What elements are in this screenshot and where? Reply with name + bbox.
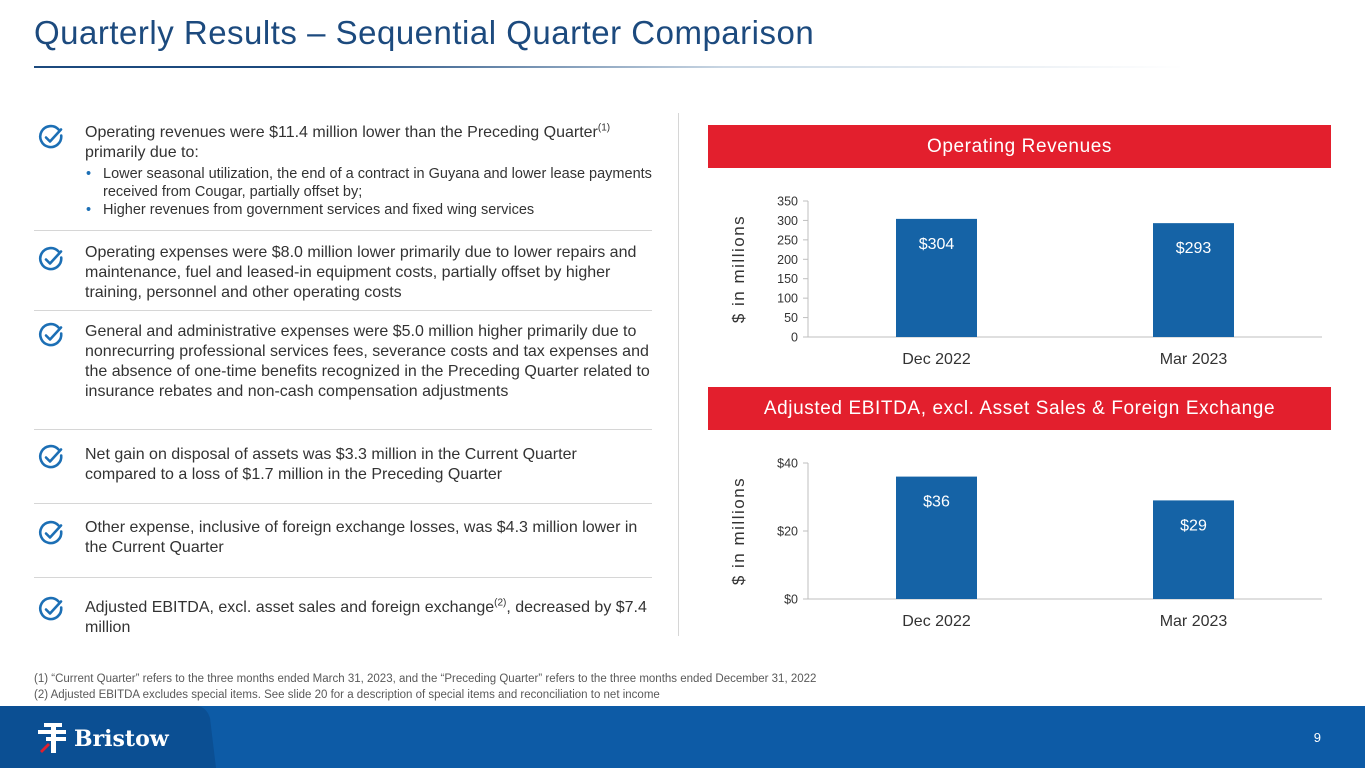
data-label: $29 [1180,517,1207,534]
footnote-1: (1) “Current Quarter” refers to the thre… [34,673,817,685]
sub-bullet-list: Lower seasonal utilization, the end of a… [85,165,652,219]
y-tick-label: $20 [777,525,798,539]
title-underline [34,66,1184,68]
check-circle-icon [39,596,63,621]
adjusted-ebitda-chart-svg: $ in millions $0 $20 $40 $36 Dec 2022 $29 Mar 2… [729,457,1322,630]
y-tick-label: $40 [777,457,798,471]
bullet-item-other-expense: Other expense, inclusive of foreign exch… [34,504,652,578]
footnote-ref: (2) [494,597,507,609]
check-circle-icon [39,444,63,469]
data-label: $36 [923,494,950,511]
bullet-item-net-gain: Net gain on disposal of assets was $3.3 … [34,430,652,504]
footnote-2: (2) Adjusted EBITDA excludes special ite… [34,688,660,701]
x-tick-label: Mar 2023 [1160,613,1228,630]
x-tick-label: Dec 2022 [902,351,971,368]
bullet-item-adjusted-ebitda: Adjusted EBITDA, excl. asset sales and f… [34,578,652,644]
check-circle-icon [39,520,63,545]
y-tick-label: 350 [777,195,798,209]
data-label: $293 [1176,240,1212,257]
y-tick-label: 50 [784,311,798,325]
footer-bar: Bristow 9 [0,706,1365,768]
x-tick-label: Dec 2022 [902,613,971,630]
operating-revenues-chart-svg: $ in millions 0 50 100 150 200 250 300 350 $304 De… [729,195,1322,368]
bullet-text: Adjusted EBITDA, excl. asset sales and f… [85,597,647,636]
y-tick-label: $0 [784,593,798,607]
y-axis-label: $ in millions [729,215,748,323]
bar-1 [896,218,977,337]
y-tick-label: 150 [777,272,798,286]
sub-bullet-item: Lower seasonal utilization, the end of a… [85,165,652,201]
bullet-text: Other expense, inclusive of foreign exch… [85,519,638,556]
bullet-text: Operating revenues were $11.4 million lo… [85,122,611,161]
footnote-ref: (1) [597,122,611,134]
check-circle-icon [39,124,63,149]
y-tick-label: 200 [777,253,798,267]
page-title: Quarterly Results – Sequential Quarter C… [34,14,815,51]
operating-revenues-chart: $ in millions 0 50 100 150 200 250 300 350 $304 De… [720,188,1340,373]
bullet-item-general-admin: General and administrative expenses were… [34,311,652,430]
check-circle-icon [39,322,63,347]
bar-1 [896,476,977,599]
bar-2 [1153,500,1234,599]
chart-title-adjusted-ebitda: Adjusted EBITDA, excl. Asset Sales & For… [708,387,1331,430]
bar-2 [1153,223,1234,337]
chart-title-operating-revenues: Operating Revenues [708,125,1331,168]
x-tick-label: Mar 2023 [1160,351,1228,368]
bullet-text: Operating expenses were $8.0 million low… [85,244,637,301]
page-number: 9 [1313,730,1321,745]
y-tick-label: 250 [777,233,798,247]
adjusted-ebitda-chart: $ in millions $0 $20 $40 $36 Dec 2022 $29 Mar 2… [720,450,1340,635]
bullet-item-operating-revenues: Operating revenues were $11.4 million lo… [34,112,652,231]
column-divider [678,113,679,636]
bullet-item-operating-expenses: Operating expenses were $8.0 million low… [34,231,652,311]
footnotes: (1) “Current Quarter” refers to the thre… [34,672,816,703]
bullet-text: Net gain on disposal of assets was $3.3 … [85,446,577,483]
check-circle-icon [39,246,63,271]
y-tick-label: 100 [777,292,798,306]
y-tick-label: 0 [791,331,798,345]
data-label: $304 [919,236,955,253]
bristow-logo-icon [38,723,66,753]
y-tick-label: 300 [777,214,798,228]
y-axis-label: $ in millions [729,477,748,585]
bullet-text: General and administrative expenses were… [85,323,650,400]
sub-bullet-item: Higher revenues from government services… [85,201,652,219]
logo-text: Bristow [74,726,169,752]
bullet-list: Operating revenues were $11.4 million lo… [34,112,652,644]
